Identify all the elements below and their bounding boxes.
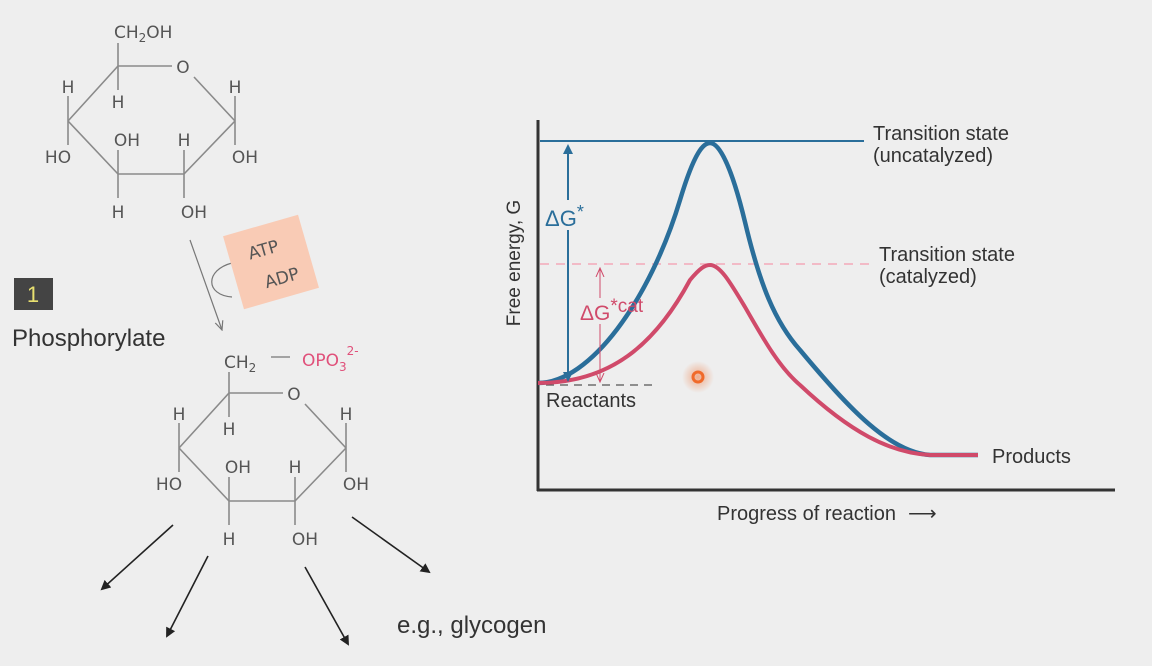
transition-catalyzed-label: Transition state (catalyzed) bbox=[879, 244, 1015, 288]
oh-label: OH bbox=[225, 458, 251, 478]
ring-oxygen: O bbox=[176, 58, 189, 78]
arrow-icon bbox=[166, 555, 209, 638]
dg-uncatalyzed-label: ΔG* bbox=[545, 202, 584, 231]
oh-label: OH bbox=[292, 530, 318, 550]
pointer-dot-icon bbox=[682, 361, 714, 393]
catalyzed-curve bbox=[537, 262, 978, 457]
ring-oxygen: O bbox=[287, 385, 300, 405]
h-label: H bbox=[112, 203, 125, 223]
glucose-6-phosphate-structure: CH2 OPO32- O H bbox=[156, 344, 369, 550]
y-axis-label: Free energy, G bbox=[504, 200, 525, 326]
products-label: Products bbox=[992, 446, 1071, 468]
arrow-icon bbox=[100, 524, 174, 591]
ho-label: HO bbox=[45, 148, 71, 168]
oh-label: OH bbox=[114, 131, 140, 151]
h-label: H bbox=[173, 405, 186, 425]
arrow-icon bbox=[189, 239, 222, 330]
energy-diagram: Free energy, G Progress of reaction ⟶ ΔG*… bbox=[504, 120, 1115, 525]
h-label: H bbox=[178, 131, 191, 151]
oh-label: OH bbox=[181, 203, 207, 223]
cofactor-arc bbox=[211, 262, 233, 298]
ho-label: HO bbox=[156, 475, 182, 495]
oh-label: OH bbox=[232, 148, 258, 168]
ch2oh-label: CH2OH bbox=[114, 23, 172, 45]
h-label: H bbox=[223, 420, 236, 440]
atp-adp-box: ATP ADP bbox=[223, 214, 319, 310]
uncatalyzed-curve bbox=[537, 140, 978, 458]
arrow-icon bbox=[351, 516, 431, 574]
h-label: H bbox=[340, 405, 353, 425]
h-label: H bbox=[62, 78, 75, 98]
reaction-arrow bbox=[189, 239, 233, 330]
step-number: 1 bbox=[27, 282, 39, 307]
step-label: Phosphorylate bbox=[12, 325, 165, 352]
h-label: H bbox=[112, 93, 125, 113]
dg-catalyzed-label: ΔG*cat bbox=[580, 296, 644, 325]
oh-label: OH bbox=[343, 475, 369, 495]
phosphate-label: OPO32- bbox=[302, 344, 359, 374]
h-label: H bbox=[223, 530, 236, 550]
step-badge: 1 bbox=[14, 278, 53, 310]
ch2-label: CH2 bbox=[224, 353, 256, 375]
fate-arrows bbox=[100, 516, 431, 646]
x-axis-label: Progress of reaction ⟶ bbox=[717, 503, 937, 525]
transition-uncatalyzed-label: Transition state (uncatalyzed) bbox=[873, 123, 1009, 167]
arrow-icon bbox=[304, 566, 349, 646]
example-label: e.g., glycogen bbox=[397, 612, 546, 639]
glucose-structure: CH2OH O H H H HO OH H OH H OH bbox=[45, 23, 258, 223]
h-label: H bbox=[229, 78, 242, 98]
h-label: H bbox=[289, 458, 302, 478]
reactants-label: Reactants bbox=[546, 390, 636, 412]
